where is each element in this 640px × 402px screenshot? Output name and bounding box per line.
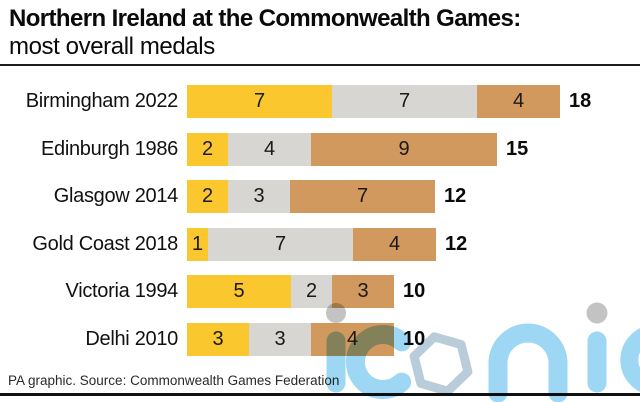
- chart-row: Edinburgh 1986 2 4 9 15: [0, 132, 640, 166]
- page-subtitle: most overall medals: [9, 33, 215, 60]
- silver-segment: 3: [228, 180, 290, 213]
- segment-value: 4: [512, 90, 525, 112]
- bar-stack: 1 7 4: [187, 227, 436, 261]
- segment-value: 2: [201, 137, 214, 160]
- segment-value: 3: [357, 280, 369, 302]
- category-label: Delhi 2010: [85, 327, 178, 350]
- bar-stack: 7 7 4: [187, 85, 560, 118]
- bronze-segment: 4: [311, 322, 394, 356]
- chart-row: Birmingham 2022 7 7 4 18: [0, 85, 640, 118]
- page-title: Northern Ireland at the Commonwealth Gam…: [9, 5, 521, 32]
- chart-row: Victoria 1994 5 2 3 10: [0, 275, 640, 308]
- chart-row: Delhi 2010 3 3 4 10: [0, 322, 640, 356]
- footer-divider: [0, 393, 640, 396]
- segment-value: 7: [253, 90, 266, 112]
- silver-segment: 2: [291, 275, 332, 308]
- chart-row: Glasgow 2014 2 3 7 12: [0, 180, 640, 213]
- category-label: Glasgow 2014: [53, 185, 179, 207]
- bronze-segment: 4: [353, 227, 436, 261]
- total-label: 12: [444, 185, 467, 207]
- total-label: 18: [569, 90, 592, 112]
- header-divider: [0, 64, 640, 66]
- gold-segment: 2: [187, 180, 228, 213]
- total-label: 10: [403, 280, 426, 302]
- category-label: Birmingham 2022: [25, 90, 179, 112]
- total-label: 15: [506, 137, 529, 160]
- total-label: 10: [403, 327, 426, 350]
- segment-value: 4: [263, 137, 276, 160]
- silver-segment: 3: [249, 322, 311, 356]
- segment-value: 7: [356, 185, 369, 207]
- bronze-segment: 4: [477, 85, 560, 118]
- segment-value: 2: [201, 185, 214, 207]
- bronze-segment: 9: [311, 132, 497, 166]
- segment-value: 1: [191, 232, 204, 255]
- chart-header: Northern Ireland at the Commonwealth Gam…: [9, 4, 632, 60]
- gold-segment: 5: [187, 275, 291, 308]
- segment-value: 5: [233, 280, 245, 302]
- segment-value: 2: [305, 280, 318, 302]
- chart-row: Gold Coast 2018 1 7 4 12: [0, 227, 640, 261]
- silver-segment: 7: [208, 227, 353, 261]
- total-label: 12: [445, 232, 468, 255]
- gold-segment: 3: [187, 322, 249, 356]
- gold-segment: 7: [187, 85, 332, 118]
- bronze-segment: 3: [332, 275, 394, 308]
- source-credit: PA graphic. Source: Commonwealth Games F…: [8, 373, 340, 388]
- gold-segment: 1: [187, 227, 208, 261]
- stacked-bar-chart: Birmingham 2022 7 7 4 18 Edinburgh 1986 2 4 9 15 G…: [0, 85, 640, 370]
- category-label: Victoria 1994: [65, 280, 179, 302]
- category-label: Gold Coast 2018: [32, 232, 178, 255]
- bar-stack: 2 4 9: [187, 132, 497, 166]
- silver-segment: 7: [332, 85, 477, 118]
- segment-value: 3: [253, 185, 265, 207]
- bar-stack: 5 2 3: [187, 275, 394, 308]
- segment-value: 3: [212, 327, 224, 350]
- segment-value: 7: [274, 232, 287, 255]
- bronze-segment: 7: [290, 180, 435, 213]
- segment-value: 4: [346, 327, 359, 350]
- segment-value: 9: [398, 137, 410, 160]
- gold-segment: 2: [187, 132, 228, 166]
- category-label: Edinburgh 1986: [40, 137, 178, 160]
- silver-segment: 4: [228, 132, 311, 166]
- bar-stack: 2 3 7: [187, 180, 435, 213]
- segment-value: 4: [388, 232, 401, 255]
- bar-stack: 3 3 4: [187, 322, 394, 356]
- segment-value: 7: [398, 90, 411, 112]
- segment-value: 3: [274, 327, 286, 350]
